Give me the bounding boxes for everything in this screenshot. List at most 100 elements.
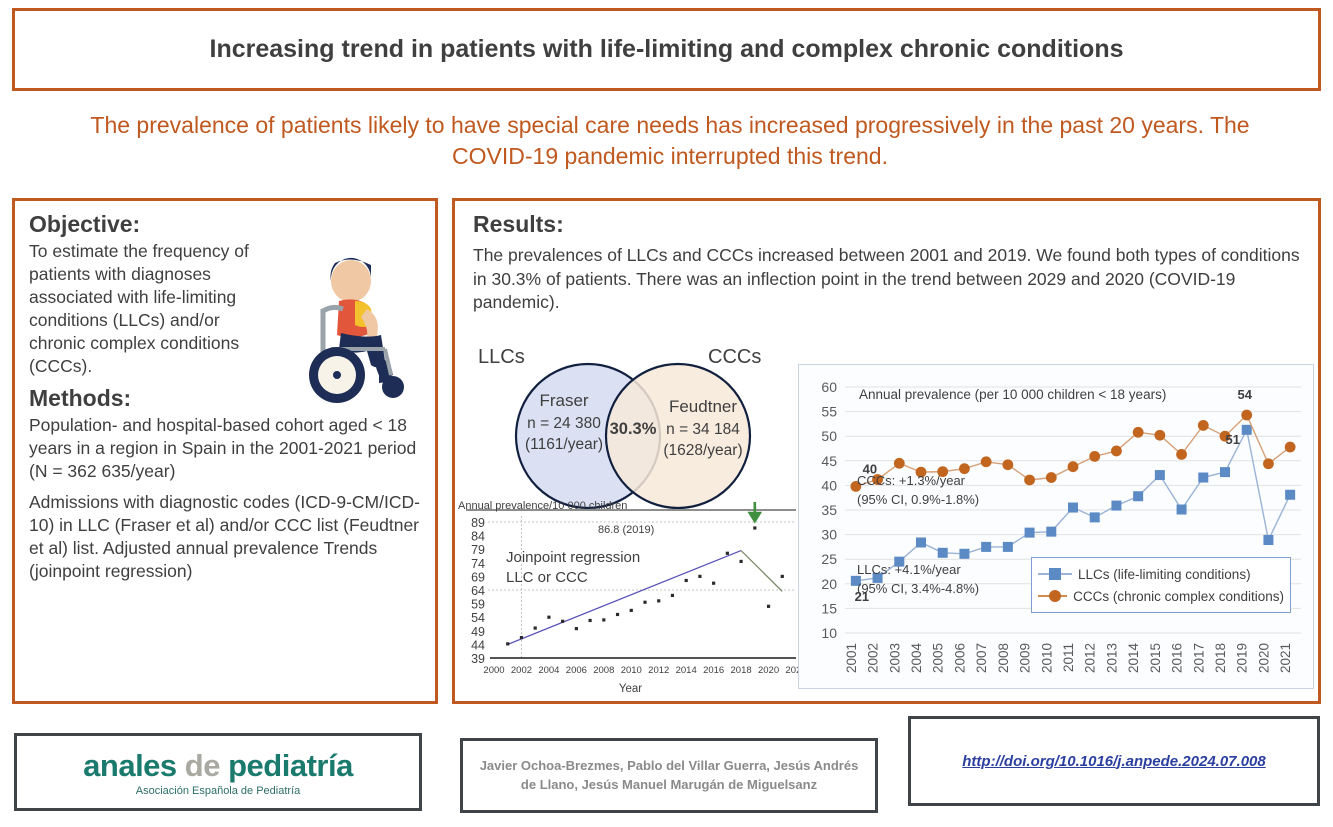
objective-text: To estimate the frequency of patients wi… bbox=[29, 241, 249, 377]
svg-text:2008: 2008 bbox=[593, 665, 614, 676]
svg-text:49: 49 bbox=[471, 625, 485, 639]
svg-text:2004: 2004 bbox=[538, 665, 559, 676]
doi-link[interactable]: http://doi.org/10.1016/j.anpede.2024.07.… bbox=[962, 752, 1266, 770]
legend-item-cccs: CCCs (chronic complex conditions) bbox=[1038, 585, 1284, 607]
joinpoint-xlabel: Year bbox=[618, 683, 643, 695]
authors-text: Javier Ochoa-Brezmes, Pablo del Villar G… bbox=[479, 757, 859, 792]
results-text: The prevalences of LLCs and CCCs increas… bbox=[473, 245, 1300, 313]
svg-text:30.3%: 30.3% bbox=[610, 420, 657, 438]
methods-heading: Methods: bbox=[29, 384, 132, 411]
logo-word-de: de bbox=[184, 747, 221, 783]
svg-text:2016: 2016 bbox=[1170, 643, 1185, 673]
legend-label-llcs: LLCs (life-limiting conditions) bbox=[1078, 566, 1251, 582]
svg-text:79: 79 bbox=[471, 543, 485, 557]
svg-text:(1628/year): (1628/year) bbox=[663, 442, 742, 459]
svg-text:2012: 2012 bbox=[1083, 643, 1098, 673]
objective-methods-panel: Objective: To estimate the frequency of … bbox=[12, 198, 438, 704]
svg-text:74: 74 bbox=[471, 557, 485, 571]
llc-trend-annotation: LLCs: +4.1%/year (95% CI, 3.4%-4.8%) bbox=[857, 562, 980, 596]
methods-text-2: Admissions with diagnostic codes (ICD-9-… bbox=[29, 491, 420, 582]
svg-text:2007: 2007 bbox=[974, 643, 989, 673]
svg-text:35: 35 bbox=[821, 502, 837, 518]
svg-text:15: 15 bbox=[821, 600, 837, 616]
svg-text:40: 40 bbox=[821, 477, 837, 493]
svg-text:2013: 2013 bbox=[1104, 643, 1119, 673]
svg-text:59: 59 bbox=[471, 598, 485, 612]
main-chart-plot: 10 15 20 25 30 35 40 45 50 55 60 2001 2002 2003 2004 20… bbox=[821, 379, 1301, 674]
svg-text:2005: 2005 bbox=[931, 643, 946, 673]
venn-label-llcs: LLCs bbox=[478, 346, 525, 368]
main-chart-legend: LLCs (life-limiting conditions) CCCs (ch… bbox=[1031, 557, 1291, 613]
svg-text:84: 84 bbox=[471, 530, 485, 544]
svg-text:2004: 2004 bbox=[909, 643, 924, 674]
svg-text:2015: 2015 bbox=[1148, 643, 1163, 673]
venn-diagram: LLCs CCCs Fraser n = 24 380 (1161/year) … bbox=[468, 344, 798, 514]
svg-text:55: 55 bbox=[821, 404, 837, 420]
svg-text:54: 54 bbox=[471, 611, 485, 625]
poster-title-box: Increasing trend in patients with life-l… bbox=[12, 8, 1321, 91]
svg-text:64: 64 bbox=[471, 584, 485, 598]
svg-text:21: 21 bbox=[855, 589, 869, 604]
svg-text:2000: 2000 bbox=[483, 665, 504, 676]
joinpoint-annotation: 86.8 (2019) bbox=[598, 524, 655, 536]
svg-text:2011: 2011 bbox=[1061, 643, 1076, 672]
svg-text:51: 51 bbox=[1225, 432, 1239, 447]
legend-item-llcs: LLCs (life-limiting conditions) bbox=[1038, 563, 1284, 585]
svg-text:n = 34 184: n = 34 184 bbox=[666, 421, 740, 438]
svg-text:2001: 2001 bbox=[844, 643, 859, 673]
ccc-trend-annotation: CCCs: +1.3%/year (95% CI, 0.9%-1.8%) bbox=[857, 473, 980, 507]
venn-label-cccs: CCCs bbox=[708, 346, 762, 368]
logo-subtitle: Asociación Española de Pediatría bbox=[135, 784, 301, 797]
svg-text:2018: 2018 bbox=[1213, 643, 1228, 673]
svg-text:2014: 2014 bbox=[1126, 643, 1141, 674]
svg-text:25: 25 bbox=[821, 551, 837, 567]
doi-box: http://doi.org/10.1016/j.anpede.2024.07.… bbox=[908, 716, 1320, 806]
svg-text:45: 45 bbox=[821, 453, 837, 469]
svg-text:20: 20 bbox=[821, 576, 837, 592]
svg-text:2010: 2010 bbox=[621, 665, 642, 676]
methods-text-1: Population- and hospital-based cohort ag… bbox=[29, 414, 417, 481]
svg-text:2006: 2006 bbox=[952, 643, 967, 673]
svg-text:Fraser: Fraser bbox=[539, 391, 588, 410]
svg-text:2010: 2010 bbox=[1039, 643, 1054, 673]
svg-text:2002: 2002 bbox=[511, 665, 532, 676]
wheelchair-user-icon bbox=[309, 257, 404, 403]
legend-marker-ccc bbox=[1038, 590, 1068, 602]
svg-text:2006: 2006 bbox=[566, 665, 587, 676]
logo-word-pediatria: pediatría bbox=[228, 747, 353, 783]
svg-text:2002: 2002 bbox=[866, 643, 881, 673]
svg-text:10: 10 bbox=[821, 625, 837, 641]
svg-text:2022: 2022 bbox=[785, 665, 803, 676]
poster-subtitle: The prevalence of patients likely to hav… bbox=[90, 112, 1250, 170]
svg-text:2009: 2009 bbox=[1018, 643, 1033, 673]
logo-word-anales: anales bbox=[83, 747, 177, 783]
svg-text:39: 39 bbox=[471, 652, 485, 666]
joinpoint-caption: Annual prevalence/10 000 children bbox=[458, 500, 628, 512]
svg-text:2016: 2016 bbox=[703, 665, 724, 676]
main-line-chart: 10 15 20 25 30 35 40 45 50 55 60 2001 2002 2003 2004 20… bbox=[798, 364, 1314, 689]
svg-text:n = 24 380: n = 24 380 bbox=[527, 415, 601, 432]
main-chart-title: Annual prevalence (per 10 000 children <… bbox=[859, 387, 1167, 402]
venn-circles: Fraser n = 24 380 (1161/year) 30.3% Feud… bbox=[514, 362, 752, 510]
svg-text:54: 54 bbox=[1237, 387, 1252, 402]
journal-logo: anales de pediatría bbox=[83, 748, 353, 784]
svg-text:2020: 2020 bbox=[1256, 643, 1271, 673]
svg-text:2017: 2017 bbox=[1191, 643, 1206, 673]
svg-text:2014: 2014 bbox=[676, 665, 697, 676]
svg-text:50: 50 bbox=[821, 428, 837, 444]
svg-text:89: 89 bbox=[471, 516, 485, 530]
svg-text:2018: 2018 bbox=[731, 665, 752, 676]
svg-text:69: 69 bbox=[471, 570, 485, 584]
svg-text:44: 44 bbox=[471, 638, 485, 652]
svg-text:2008: 2008 bbox=[996, 643, 1011, 673]
svg-text:2012: 2012 bbox=[648, 665, 669, 676]
joinpoint-title: Joinpoint regression LLC or CCC bbox=[506, 549, 641, 587]
svg-text:2021: 2021 bbox=[1278, 643, 1293, 673]
joinpoint-chart: Annual prevalence/10 000 children 86.8 (… bbox=[458, 500, 803, 700]
journal-logo-box: anales de pediatría Asociación Española … bbox=[14, 733, 422, 811]
legend-label-cccs: CCCs (chronic complex conditions) bbox=[1073, 588, 1284, 604]
svg-text:2019: 2019 bbox=[1235, 643, 1250, 673]
svg-text:2003: 2003 bbox=[887, 643, 902, 673]
